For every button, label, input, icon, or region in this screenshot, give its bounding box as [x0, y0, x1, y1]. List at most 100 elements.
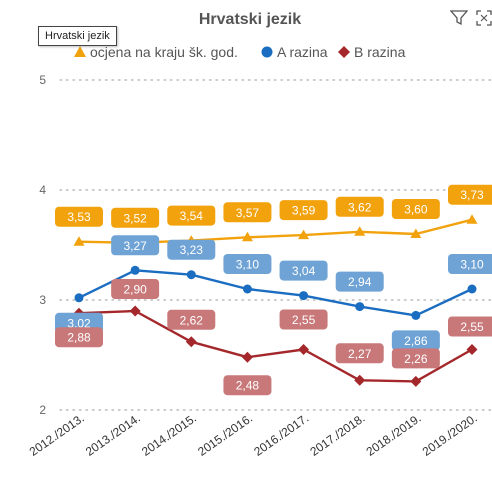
x-tick-label-2: 2014./2015.: [139, 411, 199, 459]
data-label-box-b-razina-6: [391, 348, 440, 369]
series-line-b-razina: [78, 309, 473, 383]
legend-triangle-icon: [74, 46, 86, 57]
point-b-razina-5[interactable]: [354, 374, 366, 386]
y-tick-label-4: 4: [39, 183, 46, 197]
data-label-ocjena-2: 3,54: [180, 209, 204, 223]
grid-lines: [59, 79, 492, 411]
chart-title: Hrvatski jezik: [199, 11, 301, 28]
data-label-a-razina-7: 3,10: [460, 258, 484, 272]
data-label-box-ocjena-0: [55, 206, 103, 227]
data-label-a-razina-5: 2,94: [348, 275, 372, 289]
data-label-box-ocjena-1: [111, 207, 160, 228]
data-label-box-ocjena-7: [448, 184, 492, 205]
legend-item-b-razina[interactable]: B razina: [338, 44, 406, 60]
data-label-b-razina-3: 2,48: [236, 379, 260, 393]
data-label-box-a-razina-2: [167, 239, 216, 260]
legend-circle-icon: [261, 46, 273, 58]
data-label-ocjena-3: 3,57: [236, 206, 260, 220]
point-a-razina-0[interactable]: [74, 293, 84, 303]
point-ocjena-0[interactable]: [73, 236, 85, 246]
data-label-box-a-razina-1: [111, 235, 160, 256]
data-label-box-ocjena-6: [391, 199, 440, 219]
data-label-a-razina-6: 2,86: [404, 334, 428, 348]
data-label-ocjena-5: 3,62: [348, 200, 372, 214]
point-b-razina-1[interactable]: [129, 305, 141, 317]
tooltip: Hrvatski jezik: [38, 26, 117, 46]
data-label-a-razina-1: 3,27: [123, 239, 147, 253]
x-tick-label-4: 2016./2017.: [251, 411, 311, 459]
x-tick-label-6: 2018./2019.: [364, 411, 424, 459]
data-label-b-razina-2: 2,62: [180, 313, 204, 327]
data-label-ocjena-0: 3,53: [67, 210, 91, 224]
point-a-razina-3[interactable]: [242, 284, 252, 294]
legend-label-ocjena: ocjena na kraju šk. god.: [90, 44, 238, 60]
data-label-box-a-razina-4: [279, 260, 328, 281]
x-tick-label-7: 2019./2020.: [420, 411, 480, 459]
data-label-box-b-razina-5: [335, 343, 384, 364]
data-label-box-b-razina-0: [55, 327, 103, 348]
series-markers[interactable]: [73, 214, 478, 387]
data-label-box-ocjena-2: [167, 205, 216, 226]
data-labels: 3,53 3,52 3,54 3,57 3,59 3,62 3,60 3,73 3,02 3,27…: [55, 184, 492, 396]
data-label-b-razina-4: 2,55: [292, 313, 316, 327]
focus-mode-icon[interactable]: [476, 10, 492, 31]
point-b-razina-4[interactable]: [298, 344, 310, 355]
data-label-box-a-razina-6: [391, 330, 440, 351]
point-ocjena-7[interactable]: [466, 214, 478, 224]
legend-label-a-razina: A razina: [277, 44, 328, 60]
x-tick-label-5: 2017./2018.: [307, 411, 367, 459]
data-label-box-b-razina-1: [111, 279, 160, 299]
point-b-razina-6[interactable]: [410, 375, 422, 387]
data-label-ocjena-6: 3,60: [404, 203, 428, 217]
legend-item-ocjena[interactable]: ocjena na kraju šk. god.: [74, 44, 238, 60]
point-b-razina-7[interactable]: [466, 344, 478, 355]
x-axis: 2012./2013.2013./2014.2014./2015.2015./2…: [27, 411, 480, 459]
point-ocjena-6[interactable]: [410, 228, 422, 239]
legend-label-b-razina: B razina: [354, 44, 406, 60]
point-ocjena-4[interactable]: [298, 229, 310, 240]
data-label-box-b-razina-4: [279, 309, 328, 330]
data-label-box-b-razina-2: [167, 309, 216, 330]
legend-diamond-icon: [338, 46, 350, 58]
data-label-ocjena-7: 3,73: [460, 188, 484, 202]
x-tick-label-1: 2013./2014.: [83, 411, 143, 459]
data-label-b-razina-7: 2,55: [460, 320, 484, 334]
data-label-ocjena-1: 3,52: [123, 211, 147, 225]
filter-icon[interactable]: [449, 10, 469, 31]
x-tick-label-0: 2012./2013.: [27, 411, 87, 459]
point-b-razina-2[interactable]: [185, 336, 197, 348]
y-tick-label-5: 5: [39, 73, 46, 87]
point-a-razina-6[interactable]: [411, 310, 421, 320]
data-label-box-a-razina-7: [448, 254, 492, 274]
data-label-b-razina-6: 2,26: [404, 352, 428, 366]
y-tick-label-2: 2: [39, 403, 46, 417]
data-label-box-ocjena-4: [279, 200, 328, 221]
y-axis: 2 3 4 5: [39, 73, 46, 417]
data-label-box-a-razina-3: [223, 254, 272, 274]
data-label-a-razina-3: 3,10: [236, 258, 260, 272]
point-a-razina-5[interactable]: [355, 302, 365, 312]
x-tick-label-3: 2015./2016.: [195, 411, 255, 459]
data-label-a-razina-2: 3,23: [180, 243, 204, 257]
point-a-razina-4[interactable]: [299, 291, 309, 301]
data-label-box-b-razina-3: [223, 375, 272, 396]
data-label-box-ocjena-5: [335, 196, 384, 217]
data-label-b-razina-1: 2,90: [123, 283, 147, 297]
data-label-b-razina-5: 2,27: [348, 347, 372, 361]
point-ocjena-5[interactable]: [354, 226, 366, 236]
data-label-box-b-razina-7: [448, 316, 492, 337]
point-b-razina-3[interactable]: [241, 351, 253, 363]
legend-item-a-razina[interactable]: A razina: [261, 44, 328, 60]
data-label-ocjena-4: 3,59: [292, 204, 316, 218]
y-tick-label-3: 3: [39, 293, 46, 307]
series-line-a-razina: [78, 269, 473, 317]
point-ocjena-3[interactable]: [241, 231, 253, 242]
point-a-razina-2[interactable]: [186, 270, 196, 280]
legend[interactable]: ocjena na kraju šk. god. A razina B razina: [74, 44, 406, 60]
data-label-box-a-razina-5: [335, 271, 384, 292]
data-label-a-razina-0: 3,02: [67, 316, 91, 330]
point-a-razina-7[interactable]: [467, 284, 477, 294]
point-a-razina-1[interactable]: [130, 265, 140, 275]
